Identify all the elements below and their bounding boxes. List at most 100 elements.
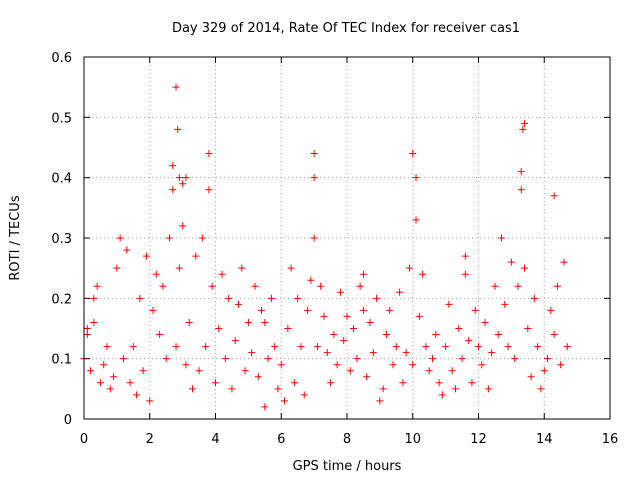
data-point xyxy=(235,300,243,308)
data-point xyxy=(432,331,440,339)
data-point xyxy=(557,361,565,369)
data-point xyxy=(537,385,545,393)
data-point xyxy=(188,385,196,393)
data-point xyxy=(300,391,308,399)
x-tick-label: 10 xyxy=(404,432,421,447)
data-point xyxy=(458,355,466,363)
data-point xyxy=(182,174,190,182)
data-point xyxy=(484,385,492,393)
data-point xyxy=(142,252,150,260)
data-point xyxy=(290,379,298,387)
data-point xyxy=(514,282,522,290)
data-point xyxy=(106,385,114,393)
y-tick-labels: 0 0.1 0.2 0.3 0.4 0.5 0.6 xyxy=(51,51,72,428)
data-point xyxy=(165,234,173,242)
data-point xyxy=(461,252,469,260)
data-point xyxy=(198,234,206,242)
data-point xyxy=(83,325,91,332)
data-point xyxy=(448,367,456,375)
data-point xyxy=(103,343,111,351)
data-point xyxy=(90,318,98,326)
data-point xyxy=(455,325,463,332)
data-point xyxy=(267,294,275,302)
data-point xyxy=(419,270,427,278)
data-point xyxy=(504,343,512,351)
data-point xyxy=(379,385,387,393)
data-point xyxy=(100,361,108,369)
data-point xyxy=(445,300,453,308)
data-point xyxy=(521,119,529,127)
data-point xyxy=(185,318,193,326)
data-point xyxy=(241,367,249,375)
data-point xyxy=(304,306,312,314)
data-point xyxy=(428,355,436,363)
data-point xyxy=(129,343,137,351)
data-point xyxy=(405,264,413,272)
data-point xyxy=(501,300,509,308)
data-point xyxy=(540,367,548,375)
grid xyxy=(84,57,610,419)
data-point xyxy=(382,331,390,339)
data-point xyxy=(225,294,233,302)
data-point xyxy=(412,174,420,182)
data-point xyxy=(248,349,256,357)
data-point xyxy=(346,367,354,375)
data-point xyxy=(139,367,147,375)
data-point xyxy=(116,234,124,242)
data-point xyxy=(369,349,377,357)
data-point xyxy=(310,234,318,242)
data-point xyxy=(327,379,335,387)
data-point xyxy=(422,343,430,351)
data-point xyxy=(254,373,262,381)
data-point xyxy=(498,234,506,242)
data-point xyxy=(461,270,469,278)
data-point xyxy=(261,318,269,326)
data-point xyxy=(415,312,423,320)
data-point xyxy=(119,355,127,363)
data-point xyxy=(519,125,527,133)
x-tick-label: 16 xyxy=(602,432,619,447)
data-point xyxy=(87,367,95,375)
data-point xyxy=(294,294,302,302)
data-point xyxy=(409,361,417,369)
data-point xyxy=(399,379,407,387)
y-tick-label: 0.5 xyxy=(51,111,72,126)
x-tick-label: 8 xyxy=(343,432,351,447)
data-point xyxy=(238,264,246,272)
data-points xyxy=(80,83,571,411)
data-point xyxy=(149,306,157,314)
data-point xyxy=(442,343,450,351)
data-point xyxy=(159,282,167,290)
y-tick-label: 0.1 xyxy=(51,353,72,368)
data-point xyxy=(475,343,482,351)
data-point xyxy=(412,216,420,224)
data-point xyxy=(133,391,141,399)
data-point xyxy=(205,186,213,194)
data-point xyxy=(317,282,325,290)
data-point xyxy=(560,258,568,266)
data-point xyxy=(553,282,561,290)
y-tick-label: 0.6 xyxy=(51,51,72,66)
data-point xyxy=(182,361,190,369)
data-point xyxy=(169,186,177,194)
data-point xyxy=(468,379,476,387)
data-point xyxy=(192,252,200,260)
data-point xyxy=(218,270,226,278)
x-tick-label: 4 xyxy=(211,432,219,447)
data-point xyxy=(471,306,479,314)
data-point xyxy=(521,264,529,272)
data-point xyxy=(277,361,285,369)
data-point xyxy=(465,337,473,345)
data-point xyxy=(169,162,177,170)
data-point xyxy=(550,192,558,200)
x-tick-label: 14 xyxy=(536,432,553,447)
data-point xyxy=(264,355,272,363)
data-point xyxy=(409,150,417,158)
data-point xyxy=(527,373,535,381)
data-point xyxy=(152,270,160,278)
data-point xyxy=(174,125,182,133)
data-point xyxy=(274,385,282,393)
data-point xyxy=(179,180,187,188)
data-point xyxy=(534,343,542,351)
data-point xyxy=(350,325,358,332)
